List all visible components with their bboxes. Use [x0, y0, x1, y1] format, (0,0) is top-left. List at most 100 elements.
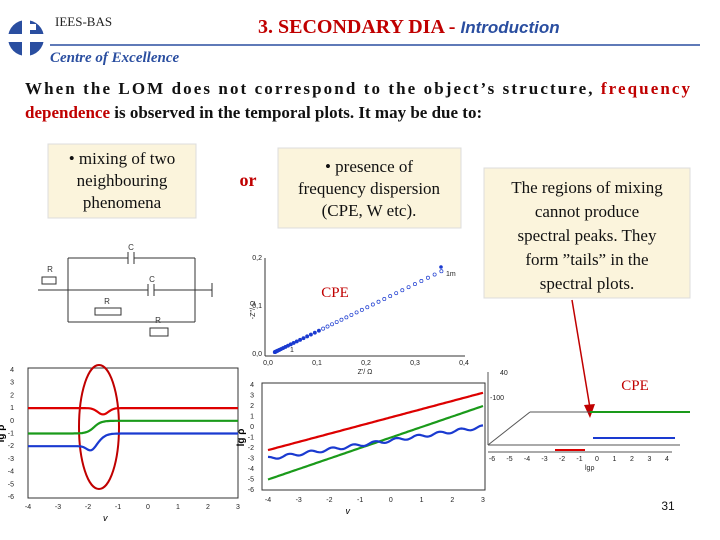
point [344, 315, 349, 320]
x-tick-label: 3 [236, 504, 240, 511]
x-tick-label: 0 [595, 456, 599, 463]
y-tick-label: 4 [250, 382, 254, 389]
y-tick-label: -2 [248, 445, 254, 452]
axis-label: v [346, 506, 351, 516]
point [316, 328, 321, 333]
title-sub: Introduction [460, 18, 559, 37]
point-label: 1 [290, 347, 294, 354]
paragraph-line: When the LOM does not correspond to the … [25, 79, 691, 98]
point [339, 317, 344, 322]
x-tick-label: 0 [389, 497, 393, 504]
component-label: R [47, 265, 53, 274]
y-tick-label: 4 [10, 367, 14, 374]
axis-label: v [103, 513, 108, 523]
axis-label: lg ρ [0, 425, 7, 443]
box-line: The regions of mixing [511, 178, 663, 197]
x-tick-label: 2 [630, 456, 634, 463]
y-tick-label: -4 [248, 466, 254, 473]
text: is observed in the temporal plots. It ma… [114, 103, 482, 122]
x-tick-label: -4 [524, 456, 530, 463]
x-tick-label: -1 [576, 456, 582, 463]
point [394, 291, 399, 296]
point [305, 334, 310, 339]
text: When the LOM does not correspond to the … [25, 79, 592, 98]
y-tick-label: -6 [8, 494, 14, 501]
x-tick-label: 1 [613, 456, 617, 463]
x-tick-label: 0,0 [263, 360, 273, 367]
component-label: R [155, 316, 161, 325]
connector: or [240, 170, 257, 190]
arrow-head [584, 404, 595, 418]
point [359, 307, 364, 312]
y-tick-label: 2 [250, 403, 254, 410]
y-tick-label: 3 [250, 393, 254, 400]
curve [267, 404, 484, 481]
plot-3d [487, 372, 690, 453]
x-tick-label: 0,2 [361, 360, 371, 367]
y-tick-label: -1 [248, 435, 254, 442]
point [298, 337, 303, 342]
x-tick-label: -2 [559, 456, 565, 463]
highlight: frequency [601, 79, 691, 98]
box-line: phenomena [83, 193, 162, 212]
x-tick-label: -4 [25, 504, 31, 511]
point [425, 275, 430, 280]
title: 3. SECONDARY DIA - Introduction [258, 16, 560, 38]
point [419, 278, 424, 283]
box-line: • presence of [325, 157, 413, 176]
plot-frame [261, 382, 486, 491]
x-tick-label: 3 [481, 497, 485, 504]
point [354, 310, 359, 315]
x-tick-label: -3 [296, 497, 302, 504]
point [412, 282, 417, 287]
box-line: spectral plots. [540, 274, 634, 293]
point [400, 288, 405, 293]
curve [28, 432, 238, 452]
point [439, 265, 443, 269]
x-tick-label: -2 [326, 497, 332, 504]
box-line: frequency dispersion [298, 179, 441, 198]
point [370, 302, 375, 307]
x-tick-label: 0,3 [410, 360, 420, 367]
point [388, 294, 393, 299]
x-tick-label: -1 [357, 497, 363, 504]
z-tick-label: -100 [490, 395, 504, 402]
label: CPE [321, 285, 349, 301]
axis-label: lgρ [585, 465, 594, 472]
box-line: cannot produce [535, 202, 639, 221]
point [349, 312, 354, 317]
curve [267, 424, 484, 460]
x-tick-label: -4 [265, 497, 271, 504]
x-tick-label: -6 [489, 456, 495, 463]
x-tick-label: -3 [541, 456, 547, 463]
circuit [38, 252, 213, 337]
y-tick-label: 2 [10, 392, 14, 399]
point [330, 322, 334, 327]
point [406, 285, 411, 290]
y-tick-label: 0,1 [252, 303, 262, 310]
x-tick-label: -5 [506, 456, 512, 463]
box-line: spectral peaks. They [518, 226, 657, 245]
logo [6, 18, 46, 58]
point [439, 269, 444, 274]
y-tick-label: -5 [248, 477, 254, 484]
y-tick-label: 0,0 [252, 351, 262, 358]
point [376, 299, 381, 304]
box-line: form ”tails” in the [525, 250, 648, 269]
y-tick-label: -4 [8, 469, 14, 476]
org: IEES-BAS [55, 14, 112, 29]
point [334, 320, 339, 325]
y-tick-label: 1 [10, 405, 14, 412]
point [301, 336, 306, 341]
x-tick-label: 3 [648, 456, 652, 463]
axis-label: Z'/ Ω [358, 369, 373, 376]
y-tick-label: 0 [10, 418, 14, 425]
nyquist-frame [264, 258, 465, 357]
box [47, 143, 197, 219]
component-label: R [104, 297, 110, 306]
y-tick-label: 3 [10, 380, 14, 387]
x-tick-label: -3 [55, 504, 61, 511]
point [291, 340, 296, 345]
y-tick-label: 0 [250, 424, 254, 431]
